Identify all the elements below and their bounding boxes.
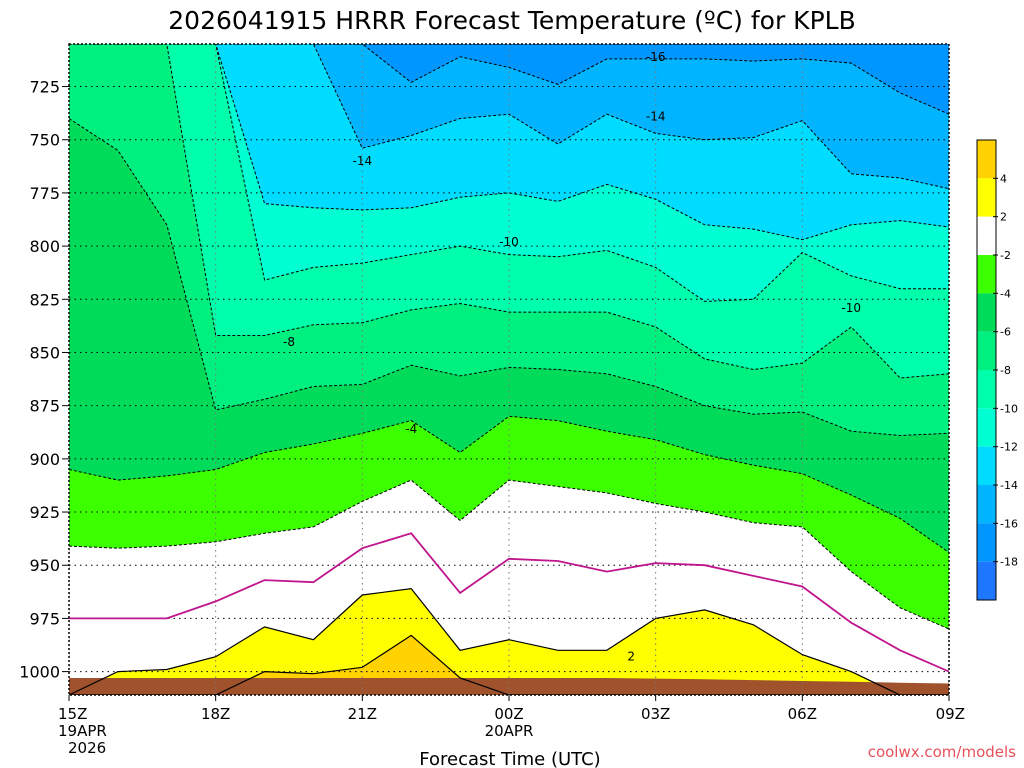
contour-label: -14 — [353, 154, 373, 168]
y-tick-label: 975 — [29, 609, 60, 628]
y-tick-label: 850 — [29, 343, 60, 362]
colorbar-label: -4 — [1000, 287, 1011, 300]
watermark: coolwx.com/models — [868, 743, 1016, 761]
y-tick-label: 775 — [29, 184, 60, 203]
x-axis-label: Forecast Time (UTC) — [419, 749, 600, 768]
isotherm-2 — [69, 587, 949, 695]
colorbar-label: -18 — [1000, 556, 1018, 569]
x-tick-date: 19APR — [58, 722, 107, 740]
colorbar-swatch — [977, 446, 996, 485]
ground-fill — [69, 678, 949, 695]
y-tick-label: 1000 — [19, 663, 60, 682]
isotherm--2 — [69, 479, 949, 630]
colorbar-label: -6 — [1000, 326, 1011, 339]
isotherm--10 — [69, 44, 949, 302]
y-tick-label: 900 — [29, 450, 60, 469]
colorbar-swatch — [977, 178, 996, 217]
x-tick-label: 21Z — [348, 705, 377, 723]
colorbar-label: 4 — [1000, 172, 1007, 185]
chart-title: 2026041915 HRRR Forecast Temperature (ºC… — [168, 6, 855, 35]
x-tick-label: 00Z — [494, 705, 523, 723]
x-tick-label: 09Z — [936, 705, 965, 723]
y-tick-label: 925 — [29, 503, 60, 522]
colorbar-swatch — [977, 523, 996, 562]
colorbar-legend: 4 2 -2 -4 -6 -8 -10 -12 -14 -16 -18 — [976, 139, 1018, 601]
contour-label: -4 — [405, 422, 417, 436]
y-tick-label: 800 — [29, 237, 60, 256]
colorbar-swatch — [977, 408, 996, 447]
isotherm--12 — [69, 44, 949, 241]
colorbar-swatch — [977, 255, 996, 294]
colorbar-swatch — [977, 561, 996, 600]
colorbar-swatch — [977, 216, 996, 255]
contour-label: -10 — [499, 235, 519, 249]
isotherm-lines — [69, 44, 949, 695]
colorbar-label: -14 — [1000, 479, 1018, 492]
colorbar-label: 2 — [1000, 211, 1007, 224]
contour-label: -16 — [646, 50, 666, 64]
isotherm-0 — [69, 532, 949, 673]
plot-area — [69, 44, 949, 695]
colorbar-swatch — [977, 140, 996, 179]
x-tick-date: 20APR — [485, 722, 534, 740]
contour-label: 2 — [627, 650, 635, 664]
ground-surface — [69, 678, 949, 695]
band-above-2 — [69, 588, 949, 695]
colorbar-label: -16 — [1000, 517, 1018, 530]
isotherm--14 — [69, 44, 949, 190]
y-tick-label: 875 — [29, 397, 60, 416]
colorbar-label: -2 — [1000, 249, 1011, 262]
colorbar-label: -8 — [1000, 364, 1011, 377]
plot-frame — [68, 43, 950, 696]
y-tick-label: 725 — [29, 78, 60, 97]
contour-label: -10 — [841, 301, 861, 315]
colorbar-swatch — [977, 370, 996, 409]
isotherm--16 — [69, 44, 949, 115]
x-tick-label: 06Z — [788, 705, 817, 723]
colorbar-label: -10 — [1000, 402, 1018, 415]
colorbar-label: -12 — [1000, 441, 1018, 454]
x-tick-label: 03Z — [641, 705, 670, 723]
x-tick-label: 15Z — [58, 705, 87, 723]
colorbar-swatch — [977, 293, 996, 332]
contour-label: -8 — [283, 335, 295, 349]
y-tick-label: 825 — [29, 290, 60, 309]
isotherm--6 — [69, 118, 949, 437]
colorbar-swatch — [977, 331, 996, 370]
contour-label: -14 — [646, 109, 666, 123]
y-axis: 725 750 775 800 825 850 875 900 925 950 975 1000 — [19, 78, 69, 682]
grid-lines — [69, 44, 949, 695]
y-tick-label: 950 — [29, 556, 60, 575]
x-tick-year: 2026 — [68, 739, 106, 757]
isotherm--8 — [69, 44, 949, 379]
x-tick-label: 18Z — [201, 705, 230, 723]
colorbar-swatch — [977, 485, 996, 524]
y-tick-label: 750 — [29, 131, 60, 150]
contour-labels: -16 -14 -14 -10 -10 -8 -4 2 — [283, 50, 861, 664]
